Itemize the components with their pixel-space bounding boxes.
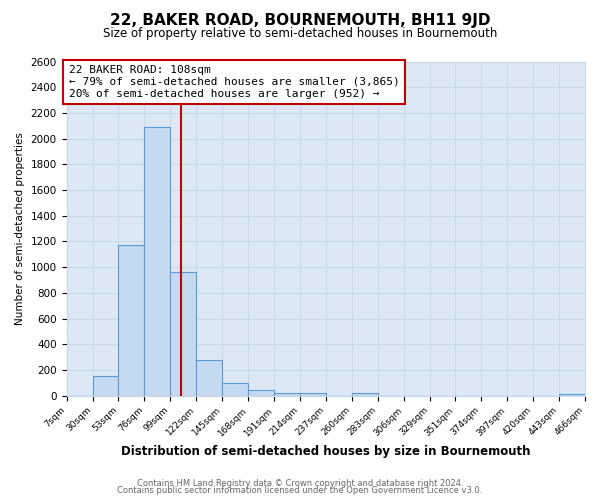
Bar <box>274 392 301 396</box>
Bar <box>118 246 145 396</box>
Text: Contains public sector information licensed under the Open Government Licence v3: Contains public sector information licen… <box>118 486 482 495</box>
Text: Contains HM Land Registry data © Crown copyright and database right 2024.: Contains HM Land Registry data © Crown c… <box>137 478 463 488</box>
Text: 22, BAKER ROAD, BOURNEMOUTH, BH11 9JD: 22, BAKER ROAD, BOURNEMOUTH, BH11 9JD <box>110 12 490 28</box>
Bar <box>145 127 170 396</box>
X-axis label: Distribution of semi-detached houses by size in Bournemouth: Distribution of semi-detached houses by … <box>121 444 530 458</box>
Bar <box>196 360 223 396</box>
Y-axis label: Number of semi-detached properties: Number of semi-detached properties <box>15 132 25 325</box>
Text: 22 BAKER ROAD: 108sqm
← 79% of semi-detached houses are smaller (3,865)
20% of s: 22 BAKER ROAD: 108sqm ← 79% of semi-deta… <box>69 66 400 98</box>
Bar <box>559 394 585 396</box>
Text: Size of property relative to semi-detached houses in Bournemouth: Size of property relative to semi-detach… <box>103 28 497 40</box>
Bar <box>352 393 378 396</box>
Bar <box>92 376 118 396</box>
Bar <box>170 272 196 396</box>
Bar <box>301 393 326 396</box>
Bar <box>248 390 274 396</box>
Bar <box>223 383 248 396</box>
